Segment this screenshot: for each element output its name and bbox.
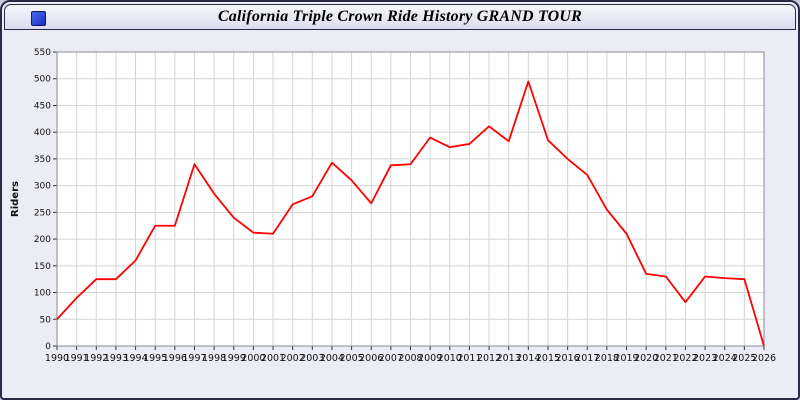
svg-text:2002: 2002 [281,353,305,364]
svg-text:1995: 1995 [143,353,167,364]
svg-text:2009: 2009 [418,353,442,364]
svg-text:2021: 2021 [654,353,678,364]
svg-text:450: 450 [34,101,51,111]
svg-text:200: 200 [34,235,51,245]
svg-text:1997: 1997 [182,353,206,364]
svg-text:1996: 1996 [163,353,187,364]
svg-text:250: 250 [34,208,51,218]
svg-text:400: 400 [34,128,51,138]
svg-text:1999: 1999 [222,353,246,364]
svg-text:1994: 1994 [123,353,147,364]
svg-text:100: 100 [34,289,51,299]
svg-text:2019: 2019 [614,353,638,364]
svg-text:2022: 2022 [673,353,697,364]
svg-text:300: 300 [34,182,51,192]
svg-text:2024: 2024 [713,353,737,364]
svg-text:2026: 2026 [752,353,776,364]
svg-text:2025: 2025 [732,353,756,364]
svg-text:2005: 2005 [339,353,363,364]
svg-text:2020: 2020 [634,353,658,364]
svg-text:1990: 1990 [45,353,69,364]
svg-text:2000: 2000 [241,353,265,364]
svg-text:2003: 2003 [300,353,324,364]
svg-text:2008: 2008 [398,353,422,364]
svg-text:2001: 2001 [261,353,285,364]
title-bar: California Triple Crown Ride History GRA… [4,4,796,30]
chart-panel: 0 50 100 150 200 250 300 350 400 450 500 550 1990 199… [2,30,798,398]
window-title: California Triple Crown Ride History GRA… [217,8,583,25]
svg-text:2011: 2011 [457,353,481,364]
app-icon [31,11,46,26]
svg-text:2015: 2015 [536,353,560,364]
svg-text:2016: 2016 [556,353,580,364]
svg-text:2012: 2012 [477,353,501,364]
svg-text:1998: 1998 [202,353,226,364]
svg-text:50: 50 [40,315,52,325]
svg-text:2017: 2017 [575,353,599,364]
svg-text:1991: 1991 [65,353,89,364]
svg-text:150: 150 [34,262,51,272]
svg-text:1992: 1992 [84,353,108,364]
svg-text:2014: 2014 [516,353,540,364]
svg-text:2010: 2010 [438,353,462,364]
svg-text:0: 0 [45,342,51,352]
svg-text:550: 550 [34,48,51,58]
svg-text:2004: 2004 [320,353,344,364]
svg-text:2018: 2018 [595,353,619,364]
svg-text:500: 500 [34,75,51,85]
svg-text:2013: 2013 [497,353,521,364]
svg-text:350: 350 [34,155,51,165]
ride-history-line-chart: 0501001502002503003504004505005501990199… [10,48,776,364]
svg-text:Riders: Riders [10,181,21,217]
svg-text:2023: 2023 [693,353,717,364]
svg-text:2007: 2007 [379,353,403,364]
svg-text:2006: 2006 [359,353,383,364]
svg-text:1993: 1993 [104,353,128,364]
